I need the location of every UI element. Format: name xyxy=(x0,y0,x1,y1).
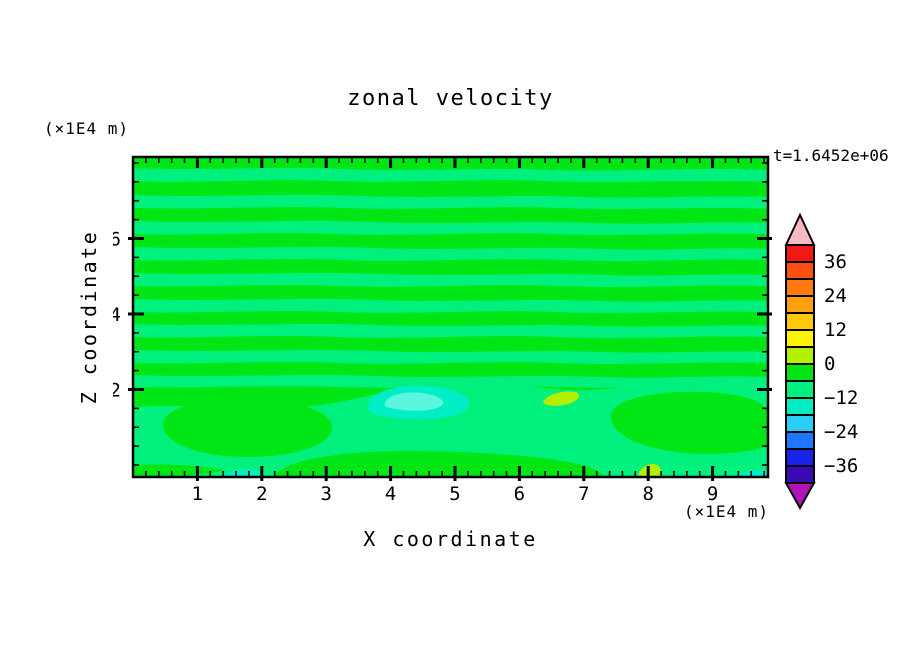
contour-spot xyxy=(638,464,662,477)
colorbar-under-arrow xyxy=(784,482,816,511)
colorbar-segment xyxy=(785,380,815,399)
axis-tick-labels: 1 2 3 4 5 6 7 8 9 2 4 6 xyxy=(113,229,718,506)
contour-plot: 1 2 3 4 5 6 7 8 9 2 4 6 xyxy=(113,155,772,506)
y-tick-label: 4 xyxy=(113,304,121,326)
colorbar-segment xyxy=(785,397,815,416)
y-tick-label: 2 xyxy=(113,380,121,402)
contour-bottom-patch xyxy=(223,469,262,477)
contour-blob xyxy=(611,391,768,455)
contour-spot xyxy=(543,391,580,406)
y-tick-label: 6 xyxy=(113,229,121,251)
colorbar-tick-label: −12 xyxy=(824,387,859,409)
contour-blob xyxy=(162,398,333,458)
y-axis-unit-label: (×1E4 m) xyxy=(44,119,130,138)
colorbar-segment xyxy=(785,261,815,280)
contour-lower-layer xyxy=(133,382,768,477)
colorbar-segment xyxy=(785,363,815,382)
colorbar xyxy=(784,212,816,511)
x-tick-label: 6 xyxy=(514,483,525,505)
colorbar-tick-label: −24 xyxy=(824,421,859,443)
colorbar-tick-label: 0 xyxy=(824,353,836,375)
x-tick-label: 4 xyxy=(385,483,396,505)
x-tick-label: 9 xyxy=(707,483,718,505)
x-axis-title: X coordinate xyxy=(363,527,538,551)
x-tick-label: 5 xyxy=(449,483,460,505)
y-axis-title: Z coordinate xyxy=(77,229,101,405)
x-tick-label: 1 xyxy=(192,483,203,505)
x-tick-label: 3 xyxy=(320,483,331,505)
colorbar-segment xyxy=(785,448,815,467)
x-tick-label: 2 xyxy=(256,483,267,505)
colorbar-segment xyxy=(785,465,815,484)
colorbar-tick-label: 24 xyxy=(824,285,847,307)
colorbar-segment xyxy=(785,414,815,433)
colorbar-segment xyxy=(785,329,815,348)
y-axis-title-area: Z coordinate xyxy=(72,157,106,477)
colorbar-segment xyxy=(785,244,815,263)
contour-band xyxy=(133,195,768,209)
axis-ticks xyxy=(128,157,772,481)
colorbar-segment xyxy=(785,346,815,365)
contour-band xyxy=(133,221,768,235)
contour-band xyxy=(133,273,768,287)
time-annotation: t=1.6452e+06 xyxy=(773,146,889,165)
contour-band xyxy=(133,375,768,388)
contour-bottom-patch xyxy=(737,469,768,477)
colorbar-tick-label: 36 xyxy=(824,251,847,273)
colorbar-segment xyxy=(785,312,815,331)
x-tick-label: 7 xyxy=(578,483,589,505)
plot-title: zonal velocity xyxy=(347,86,554,111)
plot-frame xyxy=(131,155,770,479)
contour-band xyxy=(133,350,768,364)
colorbar-segment xyxy=(785,278,815,297)
colorbar-over-arrow xyxy=(784,212,816,246)
contour-lens-inner xyxy=(384,392,444,411)
contour-field xyxy=(133,157,768,477)
contour-blob xyxy=(133,464,225,477)
colorbar-segment xyxy=(785,431,815,450)
x-tick-label: 8 xyxy=(642,483,653,505)
colorbar-tick-label: −36 xyxy=(824,455,859,477)
contour-band xyxy=(133,324,768,338)
contour-blob xyxy=(273,450,604,477)
colorbar-tick-label: 12 xyxy=(824,319,847,341)
colorbar-segment xyxy=(785,295,815,314)
x-axis-unit-label: (×1E4 m) xyxy=(684,502,770,521)
contour-band xyxy=(133,168,768,182)
contour-band xyxy=(133,299,768,313)
contour-band xyxy=(133,247,768,261)
